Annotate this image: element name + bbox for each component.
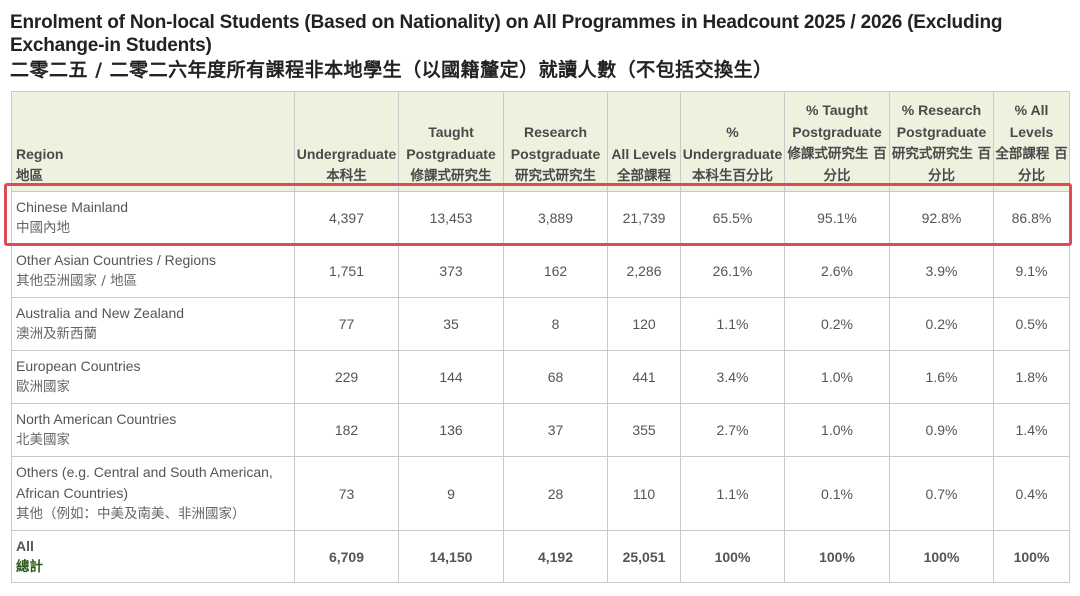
pct-undergraduate-cell: 3.4%	[680, 350, 785, 404]
header-research-postgraduate: Research Postgraduate 研究式研究生	[503, 91, 608, 192]
pct-taught-postgraduate-cell: 1.0%	[784, 403, 890, 457]
header-undergraduate: Undergraduate 本科生	[294, 91, 399, 192]
region-cell: European Countries 歐洲國家	[11, 350, 295, 404]
pct-research-postgraduate-cell: 0.2%	[889, 297, 994, 351]
header-all-levels: All Levels 全部課程	[607, 91, 681, 192]
header-region: Region 地區	[11, 91, 295, 192]
region-cell: North American Countries 北美國家	[11, 403, 295, 457]
table-total-row: All 總計 6,709 14,150 4,192 25,051 100% 100…	[11, 530, 1070, 583]
taught-postgraduate-cell: 373	[398, 244, 504, 298]
header-pct-undergraduate: % Undergraduate 本科生百分比	[680, 91, 785, 192]
page-title-english: Enrolment of Non-local Students (Based o…	[10, 12, 1003, 56]
undergraduate-cell: 1,751	[294, 244, 399, 298]
pct-all-levels-cell: 86.8%	[993, 191, 1070, 245]
header-pct-taught-postgraduate: % Taught Postgraduate 修課式研究生 百分比	[784, 91, 890, 192]
region-cell: Others (e.g. Central and South American,…	[11, 456, 295, 531]
research-postgraduate-cell: 8	[503, 297, 608, 351]
pct-taught-postgraduate-cell: 0.2%	[784, 297, 890, 351]
region-cell: Chinese Mainland 中國內地	[11, 191, 295, 245]
pct-research-postgraduate-cell: 1.6%	[889, 350, 994, 404]
pct-undergraduate-cell: 1.1%	[680, 297, 785, 351]
all-levels-cell: 2,286	[607, 244, 681, 298]
research-postgraduate-cell: 68	[503, 350, 608, 404]
total-pct-undergraduate-cell: 100%	[680, 530, 785, 583]
total-research-postgraduate-cell: 4,192	[503, 530, 608, 583]
undergraduate-cell: 182	[294, 403, 399, 457]
table-row: Other Asian Countries / Regions 其他亞洲國家 / …	[11, 244, 1070, 298]
all-levels-cell: 355	[607, 403, 681, 457]
research-postgraduate-cell: 3,889	[503, 191, 608, 245]
total-pct-all-levels-cell: 100%	[993, 530, 1070, 583]
table-row: European Countries 歐洲國家 229 144 68 441 3.…	[11, 350, 1070, 404]
pct-all-levels-cell: 0.4%	[993, 456, 1070, 531]
pct-undergraduate-cell: 65.5%	[680, 191, 785, 245]
pct-taught-postgraduate-cell: 0.1%	[784, 456, 890, 531]
page-title-chinese: 二零二五 / 二零二六年度所有課程非本地學生（以國籍釐定）就讀人數（不包括交換生…	[10, 59, 773, 81]
all-levels-cell: 21,739	[607, 191, 681, 245]
pct-undergraduate-cell: 2.7%	[680, 403, 785, 457]
pct-taught-postgraduate-cell: 2.6%	[784, 244, 890, 298]
pct-research-postgraduate-cell: 0.9%	[889, 403, 994, 457]
table-row: Australia and New Zealand 澳洲及新西蘭 77 35 8 …	[11, 297, 1070, 351]
pct-all-levels-cell: 0.5%	[993, 297, 1070, 351]
undergraduate-cell: 229	[294, 350, 399, 404]
total-pct-research-postgraduate-cell: 100%	[889, 530, 994, 583]
table-row: Chinese Mainland 中國內地 4,397 13,453 3,889 …	[11, 191, 1070, 245]
pct-all-levels-cell: 1.8%	[993, 350, 1070, 404]
all-levels-cell: 120	[607, 297, 681, 351]
table-header-row: Region 地區 Undergraduate 本科生 Taught Postg…	[11, 91, 1070, 192]
research-postgraduate-cell: 37	[503, 403, 608, 457]
taught-postgraduate-cell: 13,453	[398, 191, 504, 245]
pct-research-postgraduate-cell: 0.7%	[889, 456, 994, 531]
table-row: Others (e.g. Central and South American,…	[11, 456, 1070, 531]
total-pct-taught-postgraduate-cell: 100%	[784, 530, 890, 583]
region-cell: Other Asian Countries / Regions 其他亞洲國家 / …	[11, 244, 295, 298]
header-pct-all-levels: % All Levels 全部課程 百分比	[993, 91, 1070, 192]
enrolment-table: Region 地區 Undergraduate 本科生 Taught Postg…	[11, 91, 1070, 583]
total-all-levels-cell: 25,051	[607, 530, 681, 583]
pct-undergraduate-cell: 26.1%	[680, 244, 785, 298]
region-cell: Australia and New Zealand 澳洲及新西蘭	[11, 297, 295, 351]
undergraduate-cell: 4,397	[294, 191, 399, 245]
undergraduate-cell: 73	[294, 456, 399, 531]
pct-taught-postgraduate-cell: 95.1%	[784, 191, 890, 245]
research-postgraduate-cell: 162	[503, 244, 608, 298]
total-undergraduate-cell: 6,709	[294, 530, 399, 583]
header-taught-postgraduate: Taught Postgraduate 修課式研究生	[398, 91, 504, 192]
research-postgraduate-cell: 28	[503, 456, 608, 531]
taught-postgraduate-cell: 9	[398, 456, 504, 531]
total-taught-postgraduate-cell: 14,150	[398, 530, 504, 583]
pct-research-postgraduate-cell: 3.9%	[889, 244, 994, 298]
taught-postgraduate-cell: 144	[398, 350, 504, 404]
taught-postgraduate-cell: 35	[398, 297, 504, 351]
pct-all-levels-cell: 1.4%	[993, 403, 1070, 457]
all-levels-cell: 441	[607, 350, 681, 404]
pct-undergraduate-cell: 1.1%	[680, 456, 785, 531]
pct-all-levels-cell: 9.1%	[993, 244, 1070, 298]
header-pct-research-postgraduate: % Research Postgraduate 研究式研究生 百分比	[889, 91, 994, 192]
undergraduate-cell: 77	[294, 297, 399, 351]
pct-research-postgraduate-cell: 92.8%	[889, 191, 994, 245]
pct-taught-postgraduate-cell: 1.0%	[784, 350, 890, 404]
all-levels-cell: 110	[607, 456, 681, 531]
taught-postgraduate-cell: 136	[398, 403, 504, 457]
table-row: North American Countries 北美國家 182 136 37 …	[11, 403, 1070, 457]
total-label-cell: All 總計	[11, 530, 295, 583]
